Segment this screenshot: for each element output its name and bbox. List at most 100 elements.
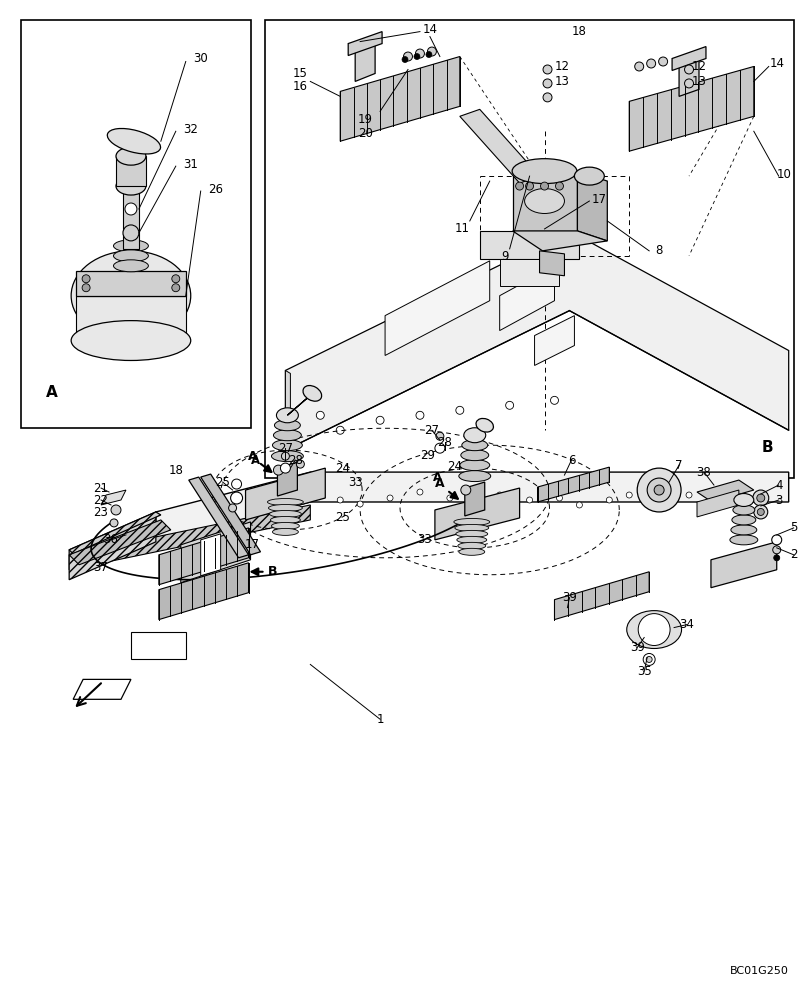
Circle shape [387, 495, 393, 501]
Ellipse shape [463, 428, 485, 443]
Text: A: A [433, 471, 442, 484]
Polygon shape [384, 261, 489, 355]
Polygon shape [69, 505, 310, 570]
Ellipse shape [459, 460, 489, 471]
Ellipse shape [276, 408, 298, 423]
Polygon shape [159, 528, 248, 585]
Polygon shape [181, 522, 251, 583]
Text: A: A [247, 450, 257, 463]
Circle shape [525, 182, 533, 190]
Circle shape [646, 489, 651, 495]
Polygon shape [287, 395, 310, 415]
Polygon shape [200, 534, 221, 576]
Polygon shape [629, 66, 753, 151]
Circle shape [658, 57, 667, 66]
Circle shape [505, 401, 513, 409]
Circle shape [122, 225, 139, 241]
Circle shape [125, 203, 137, 215]
Polygon shape [354, 42, 375, 81]
Ellipse shape [461, 440, 487, 451]
Text: 11: 11 [453, 222, 469, 235]
Circle shape [634, 62, 643, 71]
Polygon shape [69, 520, 170, 565]
Polygon shape [122, 191, 139, 249]
Text: 12: 12 [554, 60, 569, 73]
Circle shape [684, 79, 693, 88]
Ellipse shape [272, 528, 298, 535]
Text: 16: 16 [293, 80, 307, 93]
Circle shape [637, 468, 680, 512]
Circle shape [296, 460, 304, 468]
Polygon shape [73, 679, 131, 699]
Circle shape [281, 452, 289, 460]
Ellipse shape [272, 440, 302, 451]
Text: 13: 13 [555, 75, 569, 88]
Text: 37: 37 [93, 561, 109, 574]
Ellipse shape [270, 516, 300, 523]
Text: 32: 32 [182, 123, 197, 136]
Text: 39: 39 [629, 641, 644, 654]
Ellipse shape [512, 159, 576, 184]
Circle shape [543, 79, 551, 88]
Text: 15: 15 [293, 67, 307, 80]
Circle shape [646, 656, 651, 662]
Polygon shape [76, 296, 186, 341]
Text: 29: 29 [420, 449, 435, 462]
Circle shape [109, 519, 118, 527]
Text: 7: 7 [675, 459, 682, 472]
Circle shape [515, 182, 523, 190]
Circle shape [357, 501, 363, 507]
Polygon shape [459, 109, 539, 183]
Polygon shape [512, 231, 607, 251]
Circle shape [540, 182, 548, 190]
Text: A: A [251, 454, 260, 467]
Ellipse shape [453, 518, 489, 525]
Ellipse shape [274, 420, 300, 431]
Circle shape [337, 497, 343, 503]
Text: 24: 24 [334, 462, 350, 475]
Polygon shape [159, 563, 248, 620]
Polygon shape [348, 32, 382, 56]
Circle shape [685, 492, 691, 498]
Circle shape [446, 495, 453, 501]
Text: 14: 14 [768, 57, 783, 70]
Text: 4: 4 [774, 479, 782, 492]
Bar [131, 632, 186, 659]
Circle shape [646, 59, 654, 68]
Circle shape [172, 284, 179, 292]
Circle shape [229, 504, 236, 512]
Circle shape [606, 497, 611, 503]
Ellipse shape [461, 450, 488, 461]
Circle shape [757, 508, 763, 515]
Polygon shape [696, 490, 738, 517]
Text: 28: 28 [437, 436, 452, 449]
Circle shape [684, 65, 693, 74]
Ellipse shape [271, 522, 299, 529]
Ellipse shape [731, 515, 755, 525]
Circle shape [435, 443, 444, 453]
Ellipse shape [114, 240, 148, 252]
Circle shape [526, 497, 532, 503]
Polygon shape [116, 156, 146, 186]
Circle shape [496, 492, 502, 498]
Polygon shape [69, 512, 156, 580]
Text: 23: 23 [93, 506, 109, 519]
Circle shape [316, 411, 324, 419]
Circle shape [82, 275, 90, 283]
Text: 14: 14 [422, 23, 437, 36]
Ellipse shape [71, 321, 191, 360]
Polygon shape [76, 271, 186, 296]
Circle shape [773, 555, 779, 561]
Ellipse shape [475, 418, 493, 432]
Ellipse shape [303, 386, 321, 401]
Ellipse shape [626, 611, 680, 648]
Circle shape [414, 54, 419, 60]
Text: 25: 25 [334, 511, 350, 524]
Ellipse shape [458, 471, 490, 482]
Text: 25: 25 [215, 476, 230, 489]
Circle shape [375, 416, 384, 424]
Text: 2: 2 [789, 548, 796, 561]
Ellipse shape [114, 250, 148, 262]
Polygon shape [672, 47, 705, 70]
Polygon shape [285, 231, 787, 450]
